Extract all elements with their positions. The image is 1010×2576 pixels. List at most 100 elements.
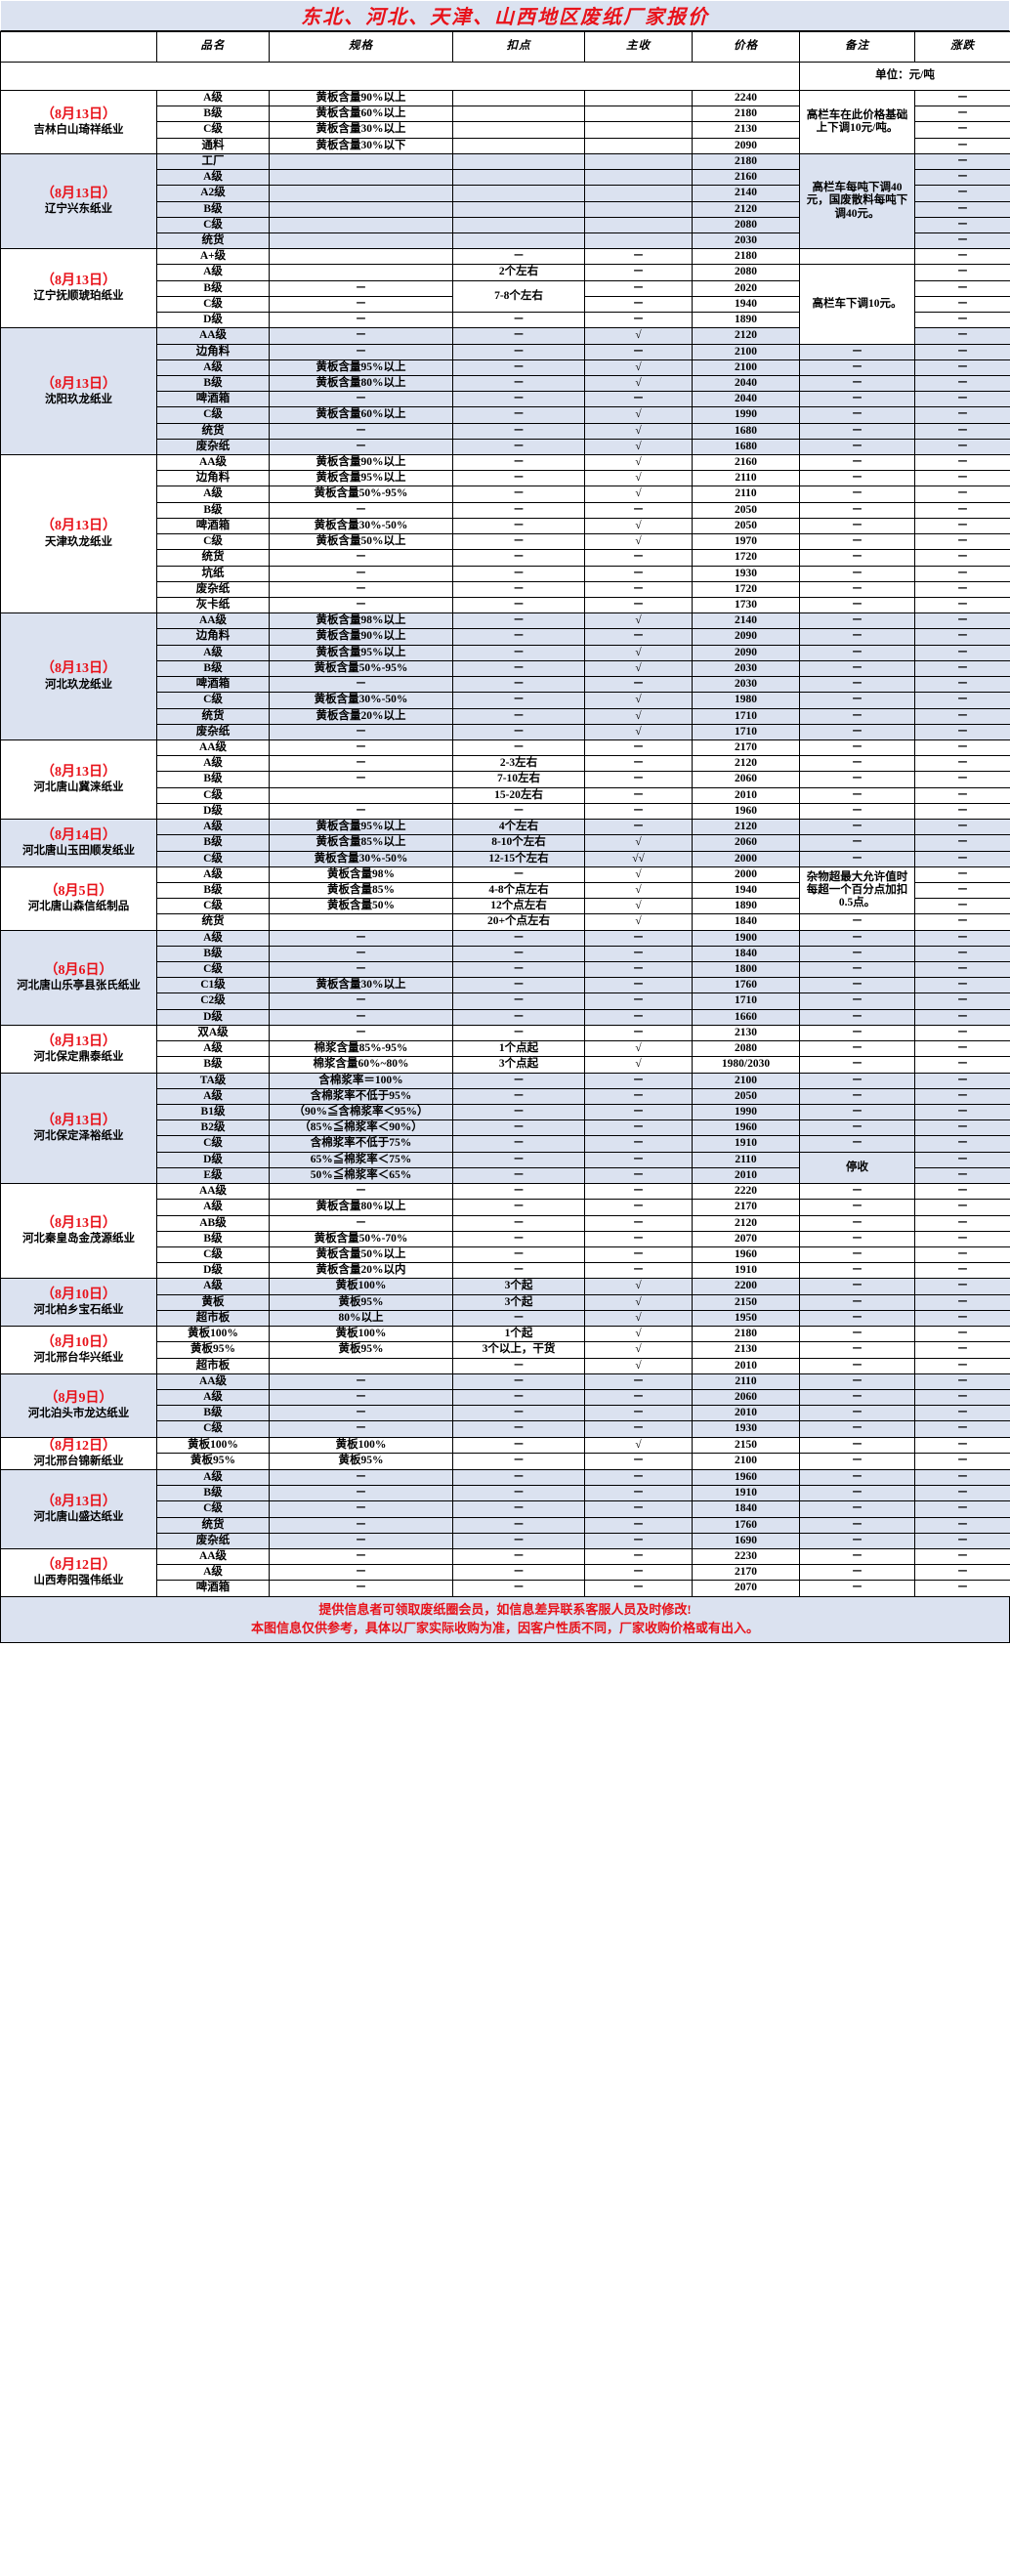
col-header-6: 备注: [799, 31, 915, 63]
product-spec: －: [269, 676, 453, 694]
deduct-cell: －: [452, 1262, 585, 1280]
change-cell: －: [914, 1326, 1010, 1343]
table-row: B级 黄板含量85% 4-8个点左右 √ 1940 －: [1, 881, 1010, 900]
footer-disclaimer: 提供信息者可领取废纸圈会员，如信息差异联系客服人员及时修改! 本图信息仅供参考，…: [0, 1596, 1010, 1644]
firm-cell: （8月10日） 河北柏乡宝石纸业: [0, 1278, 157, 1328]
main-collect-cell: －: [584, 549, 693, 567]
change-cell: －: [914, 200, 1010, 218]
change-cell: －: [914, 486, 1010, 503]
product-name: 啤酒箱: [156, 1580, 270, 1597]
price-cell: 2060: [692, 771, 800, 788]
product-spec: －: [269, 501, 453, 519]
price-cell: 1800: [692, 961, 800, 979]
change-cell: －: [914, 771, 1010, 788]
product-spec: 黄板含量50%以上: [269, 533, 453, 551]
note-cell: －: [799, 771, 915, 788]
product-spec: －: [269, 580, 453, 599]
change-cell: －: [914, 232, 1010, 250]
price-cell: 2060: [692, 834, 800, 852]
product-spec: 棉浆含量60%~80%: [269, 1056, 453, 1074]
product-name: 统货: [156, 1516, 270, 1534]
firm-cell: （8月13日） 河北唐山盛达纸业: [0, 1468, 157, 1550]
deduct-cell: －: [452, 565, 585, 582]
price-cell: 2180: [692, 152, 800, 171]
price-cell: 2140: [692, 185, 800, 202]
deduct-cell: [452, 232, 585, 250]
product-name: C级: [156, 692, 270, 709]
product-name: B级: [156, 881, 270, 900]
product-name: C级: [156, 295, 270, 314]
change-cell: －: [914, 1500, 1010, 1518]
main-collect-cell: √: [584, 517, 693, 535]
deduct-cell: 15-20左右: [452, 786, 585, 804]
price-cell: 2160: [692, 169, 800, 187]
note-cell: －: [799, 1135, 915, 1153]
product-spec: 黄板含量85%以上: [269, 834, 453, 852]
product-name: 双A级: [156, 1024, 270, 1042]
change-cell: －: [914, 391, 1010, 408]
deduct-cell: －: [452, 1103, 585, 1121]
price-cell: 2050: [692, 517, 800, 535]
deduct-cell: －: [452, 549, 585, 567]
product-name: A级: [156, 755, 270, 773]
firm-cell: （8月12日） 河北邢台锦新纸业: [0, 1436, 157, 1470]
deduct-cell: －: [452, 1183, 585, 1201]
firm-cell: （8月13日） 天津玖龙纸业: [0, 454, 157, 614]
product-spec: 黄板含量90%以上: [269, 89, 453, 107]
deduct-cell: －: [452, 1420, 585, 1438]
note-cell: 停收: [799, 1151, 915, 1185]
note-cell: －: [799, 517, 915, 535]
deduct-cell: 1个点起: [452, 1040, 585, 1058]
product-spec: 黄板含量90%以上: [269, 628, 453, 646]
change-cell: －: [914, 898, 1010, 915]
main-collect-cell: －: [584, 1516, 693, 1534]
product-spec: 65%≦棉浆率＜75%: [269, 1151, 453, 1168]
product-name: 统货: [156, 549, 270, 567]
table-row: B级 黄板含量80%以上－ √ 2040 －－: [1, 374, 1010, 393]
price-cell: 1840: [692, 945, 800, 963]
price-cell: 1710: [692, 723, 800, 740]
product-spec: [269, 185, 453, 202]
deduct-cell: －: [452, 1436, 585, 1455]
product-name: B级: [156, 200, 270, 218]
price-cell: 2120: [692, 327, 800, 345]
price-cell: 1710: [692, 992, 800, 1010]
note-cell: －: [799, 1262, 915, 1280]
main-collect-cell: √: [584, 1326, 693, 1343]
main-collect-cell: √: [584, 454, 693, 472]
table-row: C2级－－－ 1710 －－: [1, 992, 1010, 1010]
price-cell: 2120: [692, 1214, 800, 1232]
product-spec: －: [269, 723, 453, 740]
price-cell: 2090: [692, 137, 800, 154]
deduct-cell: －: [452, 1468, 585, 1487]
product-name: D级: [156, 802, 270, 821]
main-collect-cell: －: [584, 1532, 693, 1550]
note-cell: －: [799, 961, 915, 979]
note-cell: －: [799, 1119, 915, 1137]
product-spec: －: [269, 1516, 453, 1534]
deduct-cell: －: [452, 1405, 585, 1422]
product-spec: －: [269, 1468, 453, 1487]
deduct-cell: －: [452, 1372, 585, 1390]
table-row: C级 黄板含量50%以上－ √ 1970 －－: [1, 533, 1010, 551]
change-cell: －: [914, 1405, 1010, 1422]
table-row: 废杂纸－－ √ 1710 －－: [1, 723, 1010, 740]
firm-cell: （8月13日） 河北保定鼎泰纸业: [0, 1024, 157, 1074]
table-row: （8月12日） 河北邢台锦新纸业 黄板100% 黄板100% － √ 2150 －－: [0, 1436, 1010, 1470]
product-spec: 黄板含量80%以上: [269, 1199, 453, 1216]
main-collect-cell: √: [584, 707, 693, 725]
main-collect-cell: －: [584, 1183, 693, 1201]
change-cell: －: [914, 850, 1010, 867]
main-collect-cell: －: [584, 1246, 693, 1264]
price-cell: 1960: [692, 1119, 800, 1137]
price-cell: 1940: [692, 881, 800, 900]
deduct-cell: －: [452, 1500, 585, 1518]
product-name: A级: [156, 1199, 270, 1216]
main-collect-cell: －: [584, 977, 693, 994]
product-name: 废杂纸: [156, 723, 270, 740]
main-collect-cell: －: [584, 1372, 693, 1390]
main-collect-cell: －: [584, 391, 693, 408]
price-cell: 2180: [692, 106, 800, 123]
firm-date: （8月13日）: [41, 764, 116, 780]
price-cell: 1980: [692, 692, 800, 709]
